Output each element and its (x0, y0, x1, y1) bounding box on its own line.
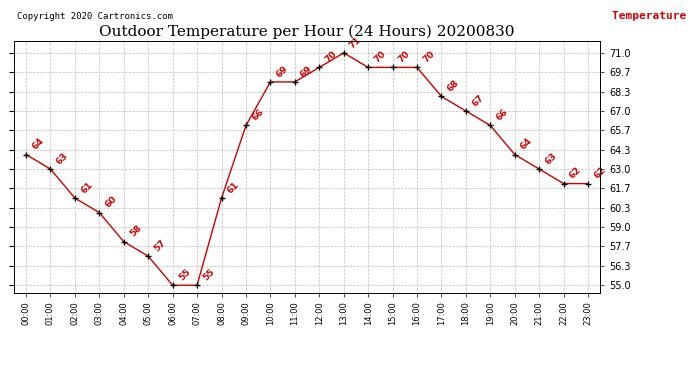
Text: 61: 61 (226, 180, 241, 195)
Text: 70: 70 (421, 50, 436, 64)
Text: 69: 69 (299, 64, 314, 79)
Text: 64: 64 (519, 136, 534, 152)
Text: 70: 70 (373, 50, 388, 64)
Text: 63: 63 (543, 151, 559, 166)
Text: 66: 66 (495, 108, 510, 123)
Text: 55: 55 (177, 267, 192, 282)
Text: 66: 66 (250, 108, 266, 123)
Text: 58: 58 (128, 224, 143, 239)
Text: 62: 62 (568, 166, 583, 181)
Text: Copyright 2020 Cartronics.com: Copyright 2020 Cartronics.com (17, 12, 172, 21)
Text: 60: 60 (104, 195, 119, 210)
Text: 70: 70 (397, 50, 412, 64)
Text: 55: 55 (201, 267, 217, 282)
Text: 63: 63 (55, 151, 70, 166)
Text: 62: 62 (592, 166, 607, 181)
Text: 64: 64 (30, 136, 46, 152)
Text: 69: 69 (275, 64, 290, 79)
Text: 71: 71 (348, 35, 363, 50)
Text: Temperature (°F): Temperature (°F) (612, 11, 690, 21)
Text: 67: 67 (470, 93, 485, 108)
Text: 70: 70 (324, 50, 339, 64)
Title: Outdoor Temperature per Hour (24 Hours) 20200830: Outdoor Temperature per Hour (24 Hours) … (99, 24, 515, 39)
Text: 68: 68 (446, 78, 461, 94)
Text: 57: 57 (152, 238, 168, 254)
Text: 61: 61 (79, 180, 95, 195)
